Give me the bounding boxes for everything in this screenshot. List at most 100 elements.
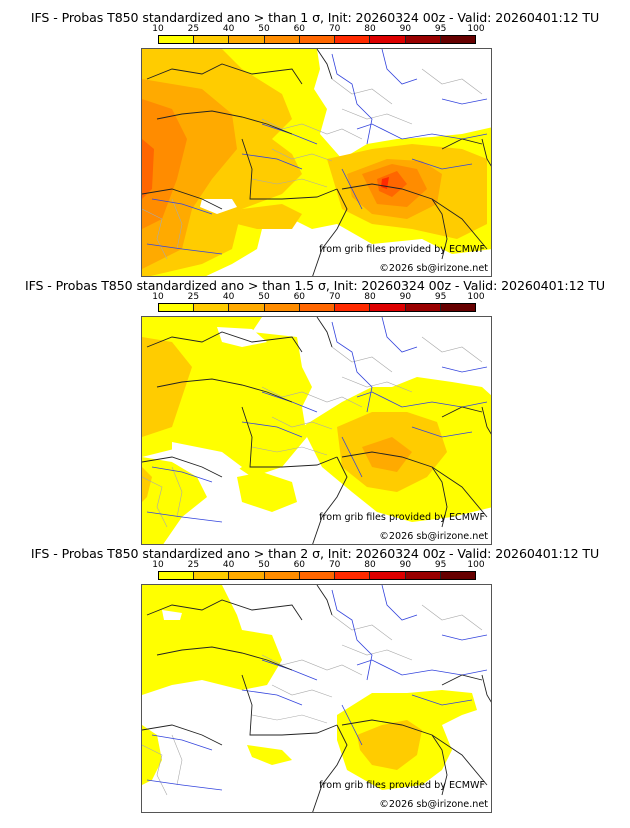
panel-2-title: IFS - Probas T850 standardized ano > tha… xyxy=(24,278,606,293)
colorbar-segment xyxy=(299,304,336,311)
field-blank-a xyxy=(162,610,182,620)
colorbar-segment xyxy=(440,36,475,43)
field-blank-b xyxy=(172,442,242,477)
colorbar-3 xyxy=(158,571,476,580)
coastlines xyxy=(142,585,491,812)
map-2-svg xyxy=(142,317,491,544)
colorbar-segment xyxy=(229,36,265,43)
rivers xyxy=(146,585,488,791)
colorbar-tick: 95 xyxy=(434,24,447,34)
panel-1-title: IFS - Probas T850 standardized ano > tha… xyxy=(30,10,600,25)
field-10 xyxy=(142,317,312,477)
colorbar-segment xyxy=(405,304,441,311)
field-25 xyxy=(357,720,422,770)
colorbar-tick: 80 xyxy=(364,292,376,302)
borders xyxy=(142,336,483,528)
borders xyxy=(142,68,483,260)
coastlines xyxy=(142,317,491,544)
colorbar-segment xyxy=(264,572,300,579)
colorbar-tick: 40 xyxy=(222,560,235,570)
colorbar-tick: 40 xyxy=(222,24,235,34)
colorbar-tick: 25 xyxy=(187,24,200,34)
colorbar-tick: 60 xyxy=(293,292,306,302)
rivers xyxy=(146,317,488,523)
copyright-credit: ©2026 sb@irizone.net xyxy=(379,531,488,542)
colorbar-segment xyxy=(264,36,300,43)
colorbar-tick: 100 xyxy=(467,560,485,570)
colorbar-tick: 90 xyxy=(399,24,412,34)
probability-field xyxy=(142,317,491,544)
field-25c xyxy=(237,204,302,229)
colorbar-tick: 95 xyxy=(434,560,447,570)
field-60 xyxy=(377,171,407,197)
colorbar-segment xyxy=(159,36,195,43)
colorbar-segment xyxy=(335,36,371,43)
colorbar-3-ticks: 10 25 40 50 60 70 80 90 95 100 xyxy=(152,560,484,570)
copyright-credit: ©2026 sb@irizone.net xyxy=(379,799,488,810)
field-25c xyxy=(142,467,152,502)
colorbar-tick: 80 xyxy=(364,24,376,34)
colorbar-segment xyxy=(370,304,406,311)
field-10d xyxy=(237,472,297,512)
field-10c xyxy=(142,725,162,785)
field-60b xyxy=(142,139,154,199)
map-3-svg xyxy=(142,585,491,812)
colorbar-tick: 40 xyxy=(222,292,235,302)
colorbar-tick: 90 xyxy=(399,292,412,302)
borders xyxy=(142,604,483,796)
colorbar-segment xyxy=(264,304,300,311)
colorbar-segment xyxy=(335,572,371,579)
colorbar-tick: 70 xyxy=(328,24,341,34)
colorbar-segment xyxy=(299,36,336,43)
map-1-svg xyxy=(142,49,491,276)
colorbar-tick: 70 xyxy=(328,560,341,570)
colorbar-segment xyxy=(335,304,371,311)
colorbar-segment xyxy=(194,36,230,43)
colorbar-segment xyxy=(370,36,406,43)
data-source-credit: from grib files provided by ECMWF xyxy=(319,244,485,255)
colorbar-tick: 70 xyxy=(328,292,341,302)
field-25 xyxy=(142,337,192,437)
colorbar-segment xyxy=(159,572,195,579)
colorbar-segment xyxy=(159,304,195,311)
field-10c xyxy=(142,457,207,544)
data-source-credit: from grib files provided by ECMWF xyxy=(319,780,485,791)
map-panel-1: from grib files provided by ECMWF ©2026 … xyxy=(141,48,492,277)
colorbar-1 xyxy=(158,35,476,44)
colorbar-segment xyxy=(229,572,265,579)
probability-field xyxy=(142,585,477,790)
colorbar-tick: 25 xyxy=(187,560,200,570)
colorbar-tick: 25 xyxy=(187,292,200,302)
colorbar-tick: 60 xyxy=(293,24,306,34)
map-panel-2: from grib files provided by ECMWF ©2026 … xyxy=(141,316,492,545)
coastlines xyxy=(142,49,491,276)
colorbar-tick: 10 xyxy=(152,560,164,570)
colorbar-tick: 60 xyxy=(293,560,306,570)
colorbar-segment xyxy=(405,572,441,579)
colorbar-segment xyxy=(440,304,475,311)
colorbar-2-ticks: 10 25 40 50 60 70 80 90 95 100 xyxy=(152,292,484,302)
colorbar-segment xyxy=(194,572,230,579)
colorbar-2 xyxy=(158,303,476,312)
field-blank-b xyxy=(304,234,491,276)
colorbar-tick: 95 xyxy=(434,292,447,302)
field-10 xyxy=(142,585,282,695)
colorbar-segment xyxy=(370,572,406,579)
colorbar-segment xyxy=(405,36,441,43)
panel-3-title: IFS - Probas T850 standardized ano > tha… xyxy=(30,546,600,561)
colorbar-tick: 100 xyxy=(467,292,485,302)
field-50 xyxy=(142,99,187,229)
probability-field xyxy=(142,49,491,276)
colorbar-tick: 90 xyxy=(399,560,412,570)
field-10d xyxy=(247,745,292,765)
colorbar-tick: 50 xyxy=(258,24,270,34)
data-source-credit: from grib files provided by ECMWF xyxy=(319,512,485,523)
colorbar-tick: 80 xyxy=(364,560,376,570)
colorbar-tick: 100 xyxy=(467,24,485,34)
colorbar-tick: 10 xyxy=(152,24,164,34)
colorbar-segment xyxy=(440,572,475,579)
colorbar-segment xyxy=(299,572,336,579)
colorbar-segment xyxy=(194,304,230,311)
colorbar-tick: 50 xyxy=(258,292,270,302)
colorbar-segment xyxy=(229,304,265,311)
